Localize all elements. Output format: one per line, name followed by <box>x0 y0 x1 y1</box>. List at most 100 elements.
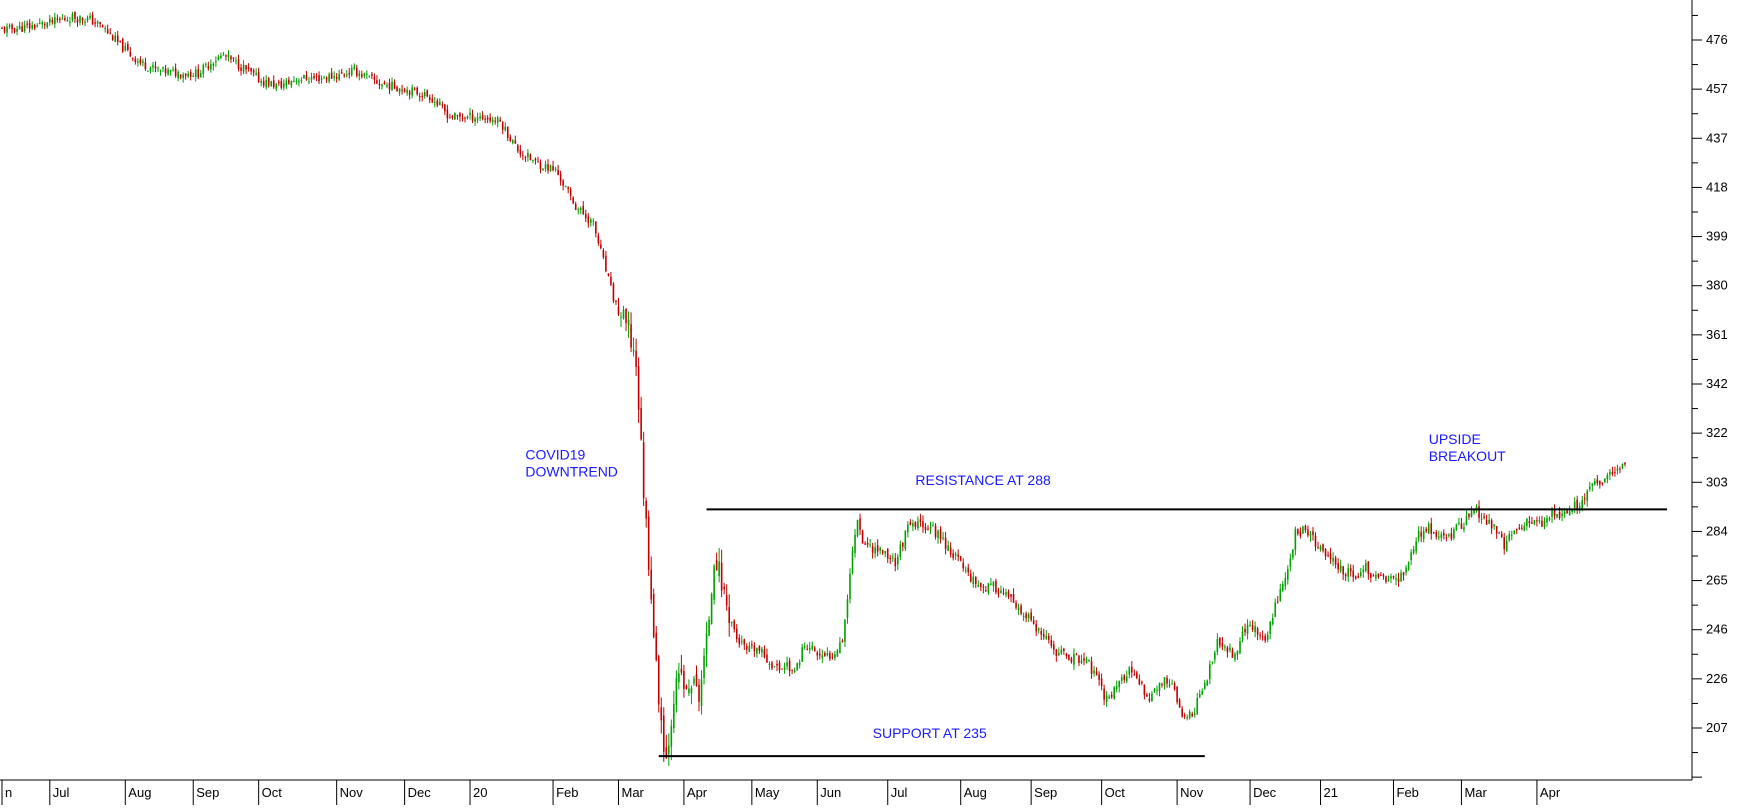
candle <box>607 273 610 277</box>
candle-body <box>1601 482 1604 484</box>
candle <box>630 312 632 352</box>
candle <box>1503 532 1506 555</box>
candle <box>1390 573 1392 584</box>
annotation-line: SUPPORT AT 235 <box>873 725 987 741</box>
annotation-line: RESISTANCE AT 288 <box>915 472 1051 488</box>
candle <box>746 643 748 655</box>
candle-body <box>660 707 663 721</box>
candle <box>28 19 31 33</box>
candle-body <box>1078 655 1080 664</box>
candle <box>1500 530 1503 538</box>
candle <box>1065 652 1068 659</box>
annotation-label: UPSIDE BREAKOUT <box>1429 431 1506 464</box>
candle <box>167 67 169 76</box>
candle-body <box>1551 509 1553 518</box>
candle-body <box>894 558 897 567</box>
candle-body <box>1354 576 1357 579</box>
candle-body <box>1065 653 1068 657</box>
candle-body <box>119 40 122 42</box>
candle-body <box>199 73 202 78</box>
candle-body <box>668 745 670 754</box>
candle <box>1209 660 1211 685</box>
candle <box>308 76 310 85</box>
candle <box>929 521 932 535</box>
candle <box>265 75 268 90</box>
candle-body <box>255 72 257 75</box>
candle <box>1453 527 1455 541</box>
candle <box>763 645 766 659</box>
candle <box>856 519 859 538</box>
candle-body <box>210 64 212 70</box>
x-tick-label: Feb <box>556 785 578 800</box>
candle-body <box>1435 532 1438 537</box>
candle <box>952 549 954 561</box>
candle <box>1176 685 1178 705</box>
y-tick-label: 322 <box>1706 425 1728 440</box>
candle <box>1616 464 1619 475</box>
candle <box>328 72 330 84</box>
candle <box>69 16 71 27</box>
candle <box>1269 620 1272 640</box>
candle-body <box>829 653 831 659</box>
candle-body <box>574 203 577 210</box>
candle <box>303 74 305 79</box>
candle-body <box>1543 520 1546 528</box>
candle-body <box>1060 649 1063 654</box>
candle <box>612 282 615 304</box>
candle-body <box>796 663 798 671</box>
candle-body <box>1556 513 1558 518</box>
candle-body <box>975 577 977 585</box>
candle <box>1294 526 1297 556</box>
candle-body <box>1256 628 1259 635</box>
candle <box>172 66 174 72</box>
candle <box>51 17 54 25</box>
candle <box>444 103 446 115</box>
candle-body <box>1485 519 1488 525</box>
candle-body <box>1188 711 1191 719</box>
candle <box>834 650 836 661</box>
candle <box>534 157 537 165</box>
candle <box>408 89 411 100</box>
candle-body <box>967 567 970 573</box>
candle <box>116 30 119 46</box>
candle-body <box>94 22 96 24</box>
candle-body <box>340 72 343 74</box>
candle-body <box>1621 463 1624 469</box>
candle-body <box>1493 524 1495 527</box>
candle-body <box>1148 698 1151 701</box>
candle <box>1246 619 1249 640</box>
candle <box>1576 495 1578 515</box>
candle <box>924 523 927 534</box>
candle <box>1131 661 1133 678</box>
candle <box>934 523 937 540</box>
candle-body <box>1287 568 1289 580</box>
candle <box>537 156 539 163</box>
candle <box>1304 524 1307 533</box>
candle-body <box>6 26 8 33</box>
candle-body <box>1425 528 1428 532</box>
candle-body <box>1455 524 1458 530</box>
candle <box>1221 637 1224 651</box>
candle <box>3 26 6 34</box>
candle-body <box>1100 678 1103 687</box>
candle <box>330 68 333 80</box>
candle-body <box>902 542 904 547</box>
candle <box>1312 527 1314 541</box>
candle-body <box>313 75 315 79</box>
candle-body <box>381 84 383 87</box>
candle <box>972 571 975 588</box>
candle-body <box>1020 605 1022 614</box>
candle <box>194 66 197 82</box>
candle-body <box>13 27 16 32</box>
candle <box>169 69 172 76</box>
candle-body <box>635 350 637 367</box>
candle-body <box>194 69 197 78</box>
candle-body <box>881 550 884 554</box>
candle <box>1203 679 1206 690</box>
candle <box>1005 588 1007 598</box>
candle <box>985 585 987 593</box>
candle <box>1289 553 1292 572</box>
candle-body <box>693 678 695 684</box>
candle-body <box>1070 658 1073 663</box>
candle <box>1037 627 1040 634</box>
